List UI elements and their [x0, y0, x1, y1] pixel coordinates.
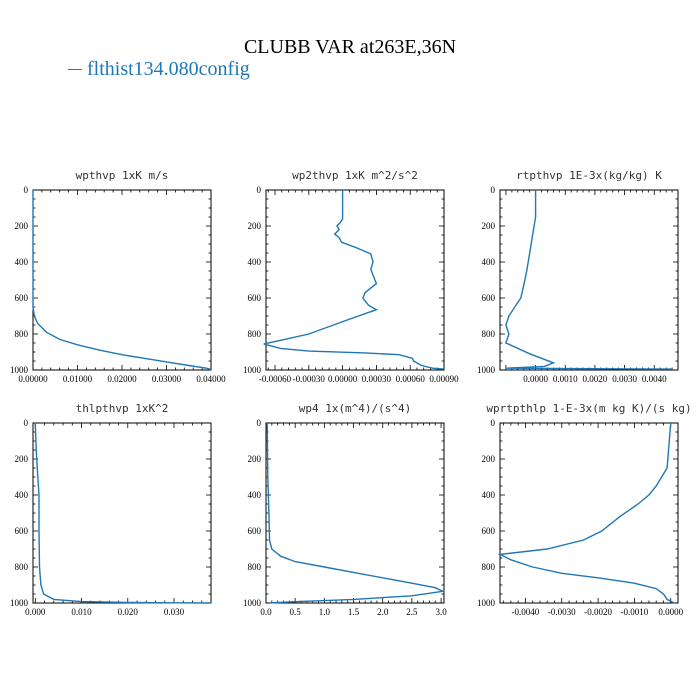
plot-frame	[499, 189, 679, 371]
y-tick-label: 400	[248, 257, 262, 267]
y-tick-label: 600	[482, 526, 496, 536]
x-tick-label: 0.5	[290, 607, 302, 617]
x-tick-label: 0.020	[118, 607, 139, 617]
y-tick-label: 1000	[10, 365, 29, 375]
y-tick-label: 800	[482, 562, 496, 572]
legend-line-icon	[68, 68, 82, 70]
x-tick-label: -0.00060	[259, 374, 292, 384]
x-tick-label: 3.0	[435, 607, 447, 617]
series-line	[497, 422, 675, 604]
x-tick-label: 0.00090	[429, 374, 459, 384]
x-tick-label: 0.00000	[328, 374, 358, 384]
plot-frame	[265, 422, 445, 604]
chart-panel-2: wp2thvp 1xK m^2/s^202004006008001000-0.0…	[243, 169, 459, 384]
y-tick-label: 800	[248, 329, 262, 339]
x-tick-label: 0.00000	[18, 374, 48, 384]
legend-label: flthist134.080config	[87, 58, 250, 80]
x-tick-label: -0.00030	[293, 374, 326, 384]
x-tick-label: 0.04000	[196, 374, 226, 384]
y-tick-label: 600	[15, 293, 29, 303]
y-tick-label: 600	[15, 526, 29, 536]
x-tick-label: -0.0020	[584, 607, 612, 617]
chart-title: wp2thvp 1xK m^2/s^2	[292, 169, 418, 182]
plot-frame	[265, 189, 445, 371]
plot-frame	[32, 189, 212, 371]
x-tick-label: -0.0030	[548, 607, 576, 617]
y-tick-label: 600	[248, 526, 262, 536]
x-tick-label: 0.00060	[396, 374, 426, 384]
x-tick-label: 0.0	[260, 607, 272, 617]
x-tick-label: 0.030	[164, 607, 185, 617]
x-tick-label: 0.0030	[612, 374, 637, 384]
x-tick-label: 0.0040	[642, 374, 667, 384]
y-tick-label: 800	[15, 329, 29, 339]
y-tick-label: 0	[257, 185, 262, 195]
x-tick-label: 0.000	[25, 607, 46, 617]
y-tick-label: 1000	[477, 598, 496, 608]
y-tick-label: 200	[15, 221, 29, 231]
x-tick-label: 2.0	[377, 607, 389, 617]
legend: flthist134.080config	[68, 58, 250, 81]
series-line	[266, 422, 446, 604]
x-tick-label: 0.00030	[362, 374, 392, 384]
y-tick-label: 400	[15, 257, 29, 267]
y-tick-label: 0	[24, 185, 29, 195]
y-tick-label: 1000	[243, 598, 262, 608]
series-line	[34, 422, 212, 604]
y-tick-label: 200	[248, 454, 262, 464]
series-line	[32, 190, 212, 371]
chart-title: thlpthvp 1xK^2	[76, 402, 169, 415]
x-tick-label: 1.0	[319, 607, 331, 617]
y-tick-label: 600	[482, 293, 496, 303]
x-tick-label: 0.0010	[553, 374, 578, 384]
page-title: CLUBB VAR at263E,36N	[243, 36, 457, 58]
y-tick-label: 0	[257, 418, 262, 428]
y-tick-label: 800	[15, 562, 29, 572]
chart-title: wp4 1x(m^4)/(s^4)	[299, 402, 412, 415]
y-tick-label: 1000	[243, 365, 262, 375]
y-tick-label: 0	[491, 418, 496, 428]
y-tick-label: 200	[482, 221, 496, 231]
y-tick-label: 0	[24, 418, 29, 428]
x-tick-label: 0.0000	[658, 607, 683, 617]
y-tick-label: 800	[482, 329, 496, 339]
y-tick-label: 400	[15, 490, 29, 500]
y-tick-label: 800	[248, 562, 262, 572]
x-tick-label: 0.02000	[107, 374, 137, 384]
y-tick-label: 600	[248, 293, 262, 303]
x-tick-label: 1.5	[348, 607, 360, 617]
x-tick-label: 0.0020	[583, 374, 608, 384]
series-line	[505, 190, 673, 370]
x-tick-label: 2.5	[406, 607, 418, 617]
x-tick-label: -0.0010	[621, 607, 649, 617]
x-tick-label: -0.0040	[512, 607, 540, 617]
y-tick-label: 0	[491, 185, 496, 195]
chart-panel-3: rtpthvp 1E-3x(kg/kg) K 0 200 400 600 800 1000 0…	[477, 169, 679, 384]
x-tick-label: 0.010	[71, 607, 92, 617]
y-tick-label: 400	[482, 257, 496, 267]
chart-title: rtpthvp 1E-3x(kg/kg) K	[516, 169, 662, 182]
chart-title: wprtpthlp 1-E-3x(m kg K)/(s kg)	[486, 402, 691, 415]
plot-frame	[32, 422, 212, 604]
y-tick-label: 200	[248, 221, 262, 231]
x-tick-label: 0.03000	[152, 374, 182, 384]
chart-title: wpthvp 1xK m/s	[76, 169, 169, 182]
y-tick-label: 1000	[477, 365, 496, 375]
y-tick-label: 1000	[10, 598, 29, 608]
series-line	[263, 190, 445, 370]
y-tick-label: 400	[482, 490, 496, 500]
chart-panel-6: wprtpthlp 1-E-3x(m kg K)/(s kg) 0 200 400 60…	[477, 402, 692, 617]
x-tick-label: 0.0000	[523, 374, 548, 384]
y-tick-label: 200	[15, 454, 29, 464]
x-tick-label: 0.01000	[63, 374, 93, 384]
y-tick-label: 400	[248, 490, 262, 500]
y-tick-label: 200	[482, 454, 496, 464]
